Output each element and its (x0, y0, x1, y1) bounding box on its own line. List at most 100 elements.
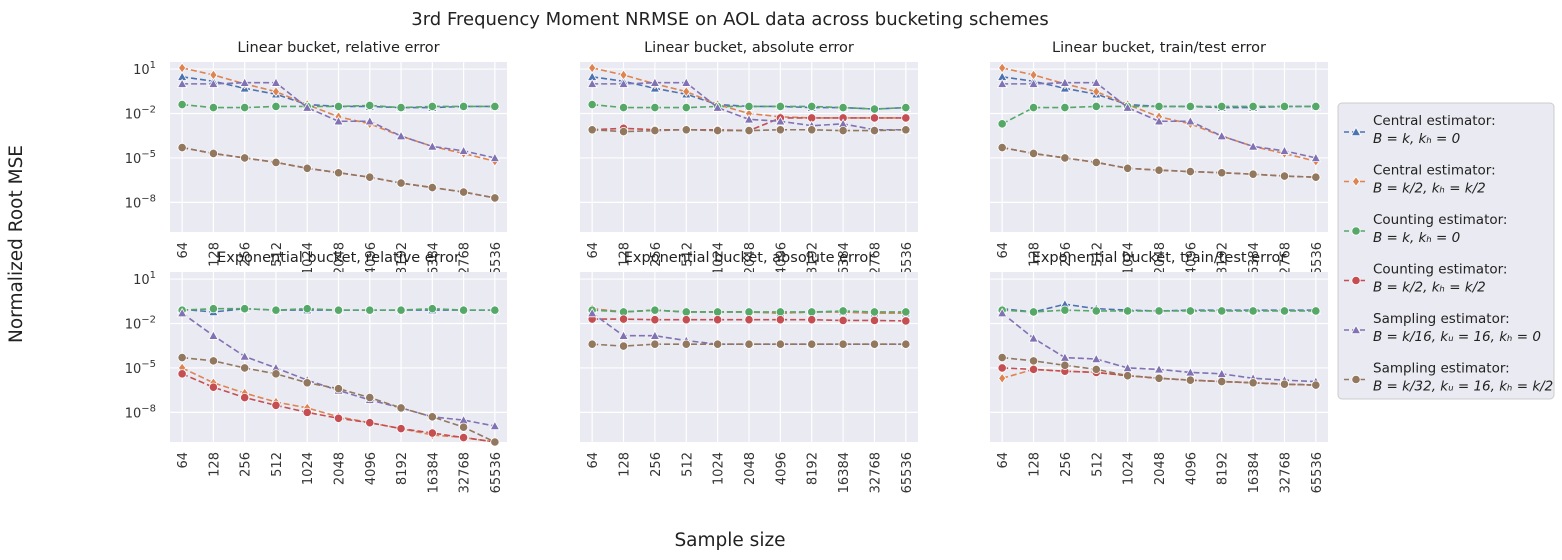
x-tick-label: 64 (176, 242, 191, 259)
legend-marker-counting_k (1351, 226, 1361, 236)
x-tick-label: 32768 (1278, 452, 1293, 493)
data-point-sampling_32 (869, 126, 880, 136)
data-point-counting_k (333, 101, 344, 112)
data-point-sampling_32 (240, 153, 250, 163)
x-tick-label: 8192 (1216, 452, 1231, 485)
y-tick-label: 101 (133, 270, 156, 288)
data-point-sampling_16 (775, 115, 786, 126)
data-point-sampling_32 (1279, 171, 1290, 181)
data-point-counting_k (302, 304, 312, 314)
x-tick-label: 64 (996, 242, 1011, 259)
x-tick-label: 128 (1028, 242, 1043, 267)
data-point-counting_k2 (869, 113, 880, 123)
data-point-central_k2 (998, 372, 1007, 384)
x-axis-label: Sample size (674, 530, 785, 551)
data-point-sampling_16 (239, 350, 250, 361)
data-point-counting_k2 (650, 315, 660, 325)
data-point-sampling_16 (1028, 78, 1039, 88)
y-tick-label: 10−8 (125, 193, 156, 211)
data-point-sampling_32 (1123, 163, 1133, 173)
data-point-sampling_32 (901, 339, 911, 349)
x-tick-label: 256 (239, 242, 254, 267)
data-point-sampling_32 (1123, 371, 1133, 381)
data-point-sampling_32 (838, 126, 848, 136)
x-tick-label: 4096 (364, 452, 379, 485)
y-tick-label: 10−5 (125, 359, 156, 377)
data-point-central_k2 (998, 62, 1007, 74)
data-point-counting_k2 (333, 413, 344, 423)
data-point-sampling_32 (1028, 148, 1039, 159)
data-point-counting_k (396, 305, 406, 315)
legend-formula: B = k/16, kᵤ = 16, kₕ = 0 (1373, 329, 1541, 345)
data-point-sampling_32 (901, 125, 911, 135)
data-point-sampling_16 (743, 113, 755, 124)
data-point-counting_k (1185, 101, 1195, 112)
data-point-counting_k (838, 306, 848, 316)
data-point-counting_k2 (744, 315, 754, 325)
data-point-counting_k2 (997, 363, 1007, 373)
data-point-sampling_16 (649, 330, 661, 340)
data-point-counting_k2 (208, 382, 219, 392)
data-point-central_k2 (1092, 86, 1101, 98)
data-point-sampling_32 (650, 339, 660, 349)
data-point-sampling_32 (271, 369, 281, 379)
data-point-counting_k (365, 305, 375, 315)
data-point-sampling_32 (1311, 380, 1321, 390)
legend-label: Counting estimator: (1373, 212, 1507, 228)
data-point-counting_k (1217, 306, 1227, 316)
data-point-counting_k2 (365, 418, 375, 428)
x-tick-label: 2048 (333, 242, 348, 275)
x-tick-label: 256 (1059, 452, 1074, 477)
data-point-counting_k (997, 119, 1007, 129)
data-point-counting_k2 (713, 315, 723, 325)
data-point-sampling_32 (1028, 356, 1039, 366)
x-tick-label: 128 (1028, 452, 1043, 477)
data-point-sampling_16 (1090, 353, 1102, 364)
data-point-counting_k (618, 103, 629, 113)
data-point-sampling_16 (395, 130, 407, 141)
data-point-sampling_16 (1122, 102, 1133, 112)
data-point-counting_k (458, 305, 469, 315)
data-point-sampling_32 (997, 352, 1007, 363)
subplot-title: Exponential bucket, train/test error (1032, 250, 1287, 266)
x-tick-label: 8192 (395, 452, 410, 485)
data-point-sampling_32 (365, 392, 375, 403)
figure-title: 3rd Frequency Moment NRMSE on AOL data a… (411, 9, 1048, 30)
data-point-counting_k2 (618, 314, 629, 324)
x-tick-label: 256 (239, 452, 254, 477)
data-point-counting_k (427, 101, 437, 112)
legend-formula: B = k, kₕ = 0 (1373, 230, 1460, 246)
data-point-counting_k (1091, 101, 1101, 112)
series-line-central_k (182, 76, 495, 109)
data-point-sampling_32 (302, 163, 312, 173)
x-tick-label: 8192 (1216, 242, 1231, 275)
panels: 101 10−2 10−5 10−8 64 128 256 512 1024 2048 4096 81… (125, 40, 1328, 493)
data-point-counting_k (1154, 306, 1164, 316)
x-tick-label: 64 (586, 242, 601, 259)
data-point-sampling_32 (208, 356, 219, 366)
data-point-sampling_32 (807, 339, 817, 349)
data-point-sampling_32 (1154, 165, 1164, 175)
x-tick-label: 256 (1059, 242, 1074, 267)
x-tick-label: 8192 (395, 242, 410, 275)
subplot-2: 64 128 256 512 1024 2048 4096 8192 16384 32768 655… (580, 40, 918, 283)
data-point-counting_k (208, 304, 219, 314)
x-tick-label: 512 (680, 452, 695, 477)
data-point-counting_k2 (775, 315, 785, 325)
data-point-counting_k2 (302, 407, 312, 417)
data-point-counting_k (713, 307, 723, 317)
data-point-counting_k (775, 101, 785, 112)
data-point-sampling_16 (364, 115, 376, 126)
legend-formula: B = k/32, kᵤ = 16, kₕ = k/2 (1373, 379, 1553, 395)
data-point-counting_k (838, 103, 848, 113)
data-point-counting_k (775, 307, 785, 317)
legend-item: Sampling estimator: B = k/16, kᵤ = 16, kₕ… (1344, 311, 1541, 345)
legend-formula: B = k, kₕ = 0 (1373, 131, 1460, 147)
data-point-sampling_32 (713, 339, 723, 349)
data-point-sampling_16 (1216, 130, 1228, 141)
x-tick-label: 4096 (774, 242, 789, 275)
y-tick-label: 10−8 (125, 403, 156, 421)
data-point-counting_k2 (807, 315, 817, 325)
data-point-central_k2 (178, 62, 187, 74)
